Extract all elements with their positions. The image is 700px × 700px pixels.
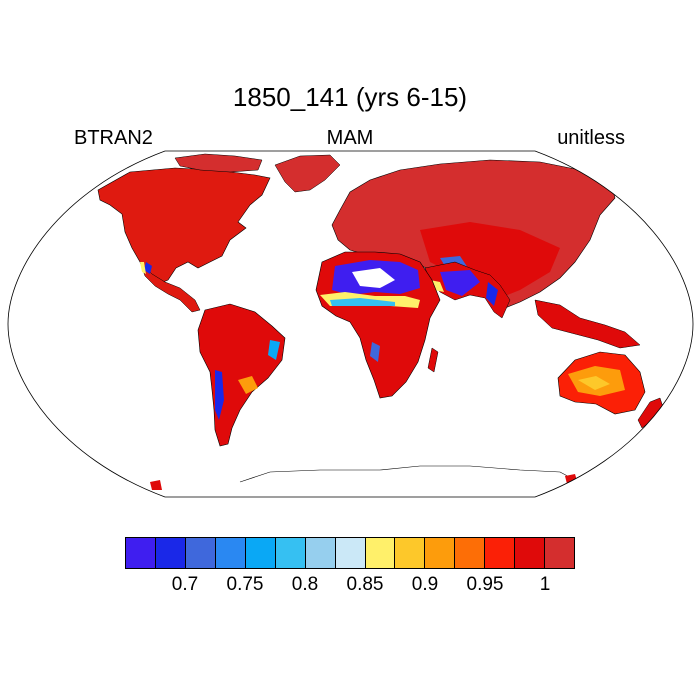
colorbar-tick-label: 0.7 [171,574,199,595]
globe-outline [7,150,694,498]
colorbar-swatch [365,538,396,568]
colorbar-swatch [245,538,276,568]
season-label: MAM [326,127,374,149]
colorbar-tick-label: 0.85 [346,574,384,595]
land-arctic-islands [174,153,263,173]
plot-title: 1850_141 (yrs 6-15) [232,82,468,112]
colorbar-swatch [455,538,486,568]
colorbar-tick-label: 1 [539,574,551,595]
colorbar-swatch [335,538,366,568]
colorbar-swatch [215,538,246,568]
land-new-zealand [637,397,665,429]
units-label: unitless [557,127,625,149]
land-antarctica [239,465,576,483]
land-south-america [197,303,286,447]
colorbar-swatch [185,538,216,568]
land-central-america [139,261,201,313]
colorbar-swatch [545,538,575,568]
colorbar-swatch [155,538,186,568]
land-madagascar [427,347,439,373]
colorbar-tick-label: 0.95 [466,574,504,595]
colorbar-tick-label: 0.75 [226,574,264,595]
colorbar-swatch [126,538,156,568]
land-se-asia [534,299,641,349]
colorbar-swatch [395,538,426,568]
land-north-america [97,167,271,285]
colorbar-swatch [275,538,306,568]
colorbar [125,537,575,569]
colorbar-tick-label: 0.9 [411,574,439,595]
variable-label: BTRAN2 [74,127,153,149]
colorbar-swatch [515,538,546,568]
colorbar-swatch [485,538,516,568]
colorbar-tick-label: 0.8 [291,574,319,595]
colorbar-swatch [305,538,336,568]
colorbar-swatch [425,538,456,568]
land-greenland [274,154,341,193]
